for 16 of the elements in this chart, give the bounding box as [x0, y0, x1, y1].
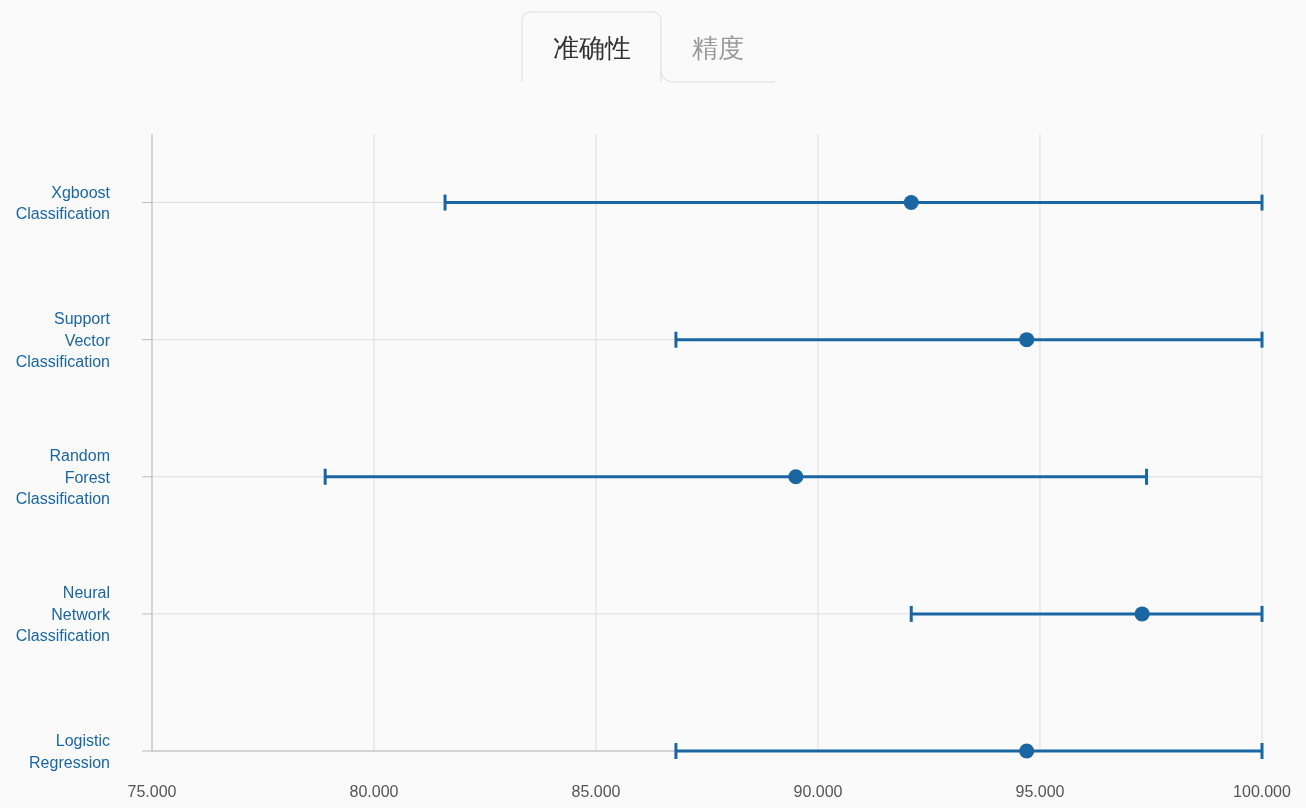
- x-tick-label: 75.000: [127, 783, 177, 800]
- x-tick-label: 80.000: [349, 783, 399, 800]
- y-tick-label: Logistic Regression: [29, 732, 110, 771]
- x-tick-label: 95.000: [1015, 783, 1065, 800]
- y-tick-label: Xgboost Classification: [15, 183, 111, 223]
- point: [788, 469, 804, 485]
- x-tick-label: 100.000: [1233, 783, 1292, 800]
- point: [1019, 332, 1035, 348]
- x-tick-label: 90.000: [793, 783, 843, 800]
- x-tick-label: 85.000: [571, 783, 621, 800]
- point: [1134, 606, 1150, 622]
- y-tick-label: Support Vector Classification: [15, 310, 111, 371]
- point: [1019, 743, 1035, 759]
- point: [903, 195, 919, 211]
- y-tick-label: Random Forest Classification: [15, 447, 111, 508]
- y-tick-label: Neural Network Classification: [15, 584, 111, 645]
